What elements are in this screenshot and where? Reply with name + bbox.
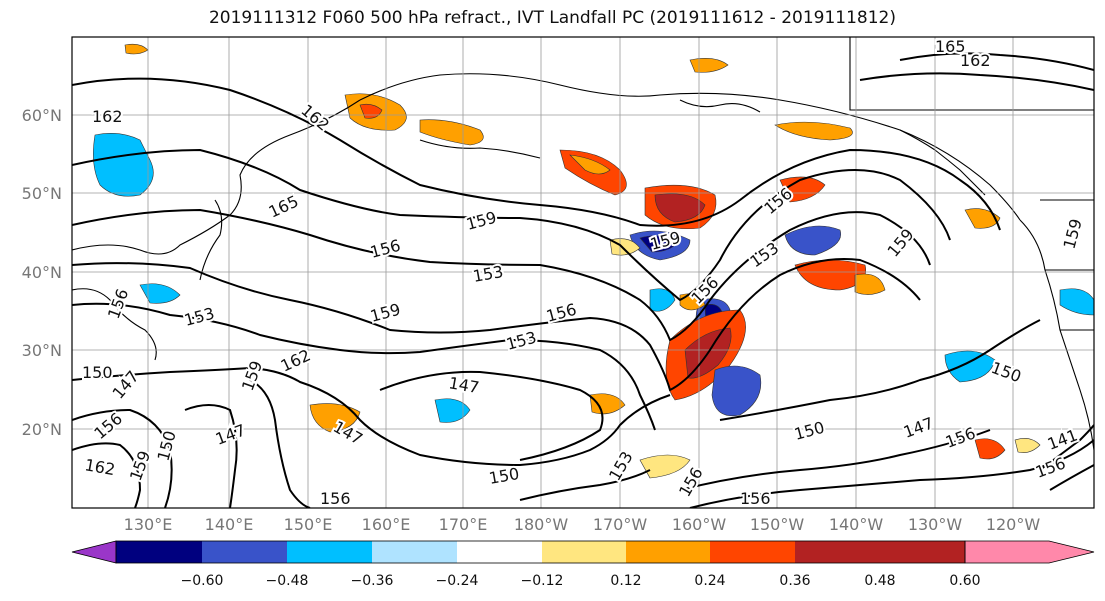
lat-label: 20°N <box>22 420 62 439</box>
lat-label: 30°N <box>22 341 62 360</box>
lon-label: 170°W <box>593 515 648 534</box>
map-title: 2019111312 F060 500 hPa refract., IVT La… <box>208 8 896 28</box>
longitude-labels: 130°E 140°E 150°E 160°E 170°E 180°W 170°… <box>124 515 1041 534</box>
colorbar-ticks: −0.60 −0.48 −0.36 −0.24 −0.12 0.12 0.24 … <box>181 573 981 589</box>
colorbar-tick-label: 0.60 <box>949 573 980 589</box>
colorbar-segment <box>116 541 202 563</box>
colorbar-tick-label: −0.12 <box>521 573 564 589</box>
lon-label: 130°E <box>124 515 173 534</box>
colorbar-segment <box>626 541 710 563</box>
colorbar-left-arrow <box>71 540 117 564</box>
colorbar-tick-label: −0.48 <box>266 573 309 589</box>
colorbar-tick-label: 0.48 <box>864 573 895 589</box>
lat-label: 50°N <box>22 184 62 203</box>
lon-label: 140°E <box>205 515 254 534</box>
colorbar: −0.60 −0.48 −0.36 −0.24 −0.12 0.12 0.24 … <box>71 540 1095 589</box>
lat-label: 40°N <box>22 263 62 282</box>
lon-label: 150°W <box>750 515 805 534</box>
coastlines <box>72 37 1094 451</box>
colorbar-segment <box>542 541 626 563</box>
colorbar-segment <box>372 541 457 563</box>
colorbar-segment <box>457 541 542 563</box>
colorbar-segment <box>287 541 372 563</box>
lon-label: 160°E <box>362 515 411 534</box>
contour-label: 156 <box>320 489 351 508</box>
contour-label: 150 <box>792 418 826 444</box>
colorbar-segment <box>795 541 880 563</box>
colorbar-tick-label: 0.24 <box>694 573 725 589</box>
lon-label: 120°W <box>986 515 1041 534</box>
lon-label: 150°E <box>284 515 333 534</box>
colorbar-tick-label: 0.12 <box>610 573 641 589</box>
colorbar-segment <box>710 541 795 563</box>
contour-label: 162 <box>92 107 123 126</box>
colorbar-tick-label: 0.36 <box>779 573 810 589</box>
map-frame <box>71 36 1095 509</box>
gridlines <box>72 37 1094 508</box>
lon-label: 180°W <box>514 515 569 534</box>
latitude-labels: 60°N 50°N 40°N 30°N 20°N <box>22 106 62 439</box>
contour-label: 165 <box>935 37 966 56</box>
lon-label: 130°W <box>908 515 963 534</box>
contour-label: 156 <box>740 489 771 508</box>
contour-label: 150 <box>82 363 113 382</box>
contour-lines <box>72 52 1094 508</box>
colorbar-tick-label: −0.36 <box>351 573 394 589</box>
colorbar-right-arrow <box>964 540 1095 564</box>
lon-label: 170°E <box>439 515 488 534</box>
contour-label: 162 <box>960 51 991 70</box>
colorbar-tick-label: −0.24 <box>436 573 479 589</box>
lon-label: 140°W <box>829 515 884 534</box>
map-plot-area <box>72 37 1094 508</box>
colorbar-segment <box>202 541 287 563</box>
lon-label: 160°W <box>672 515 727 534</box>
colorbar-tick-label: −0.60 <box>181 573 224 589</box>
lat-label: 60°N <box>22 106 62 125</box>
colorbar-segment <box>880 541 965 563</box>
